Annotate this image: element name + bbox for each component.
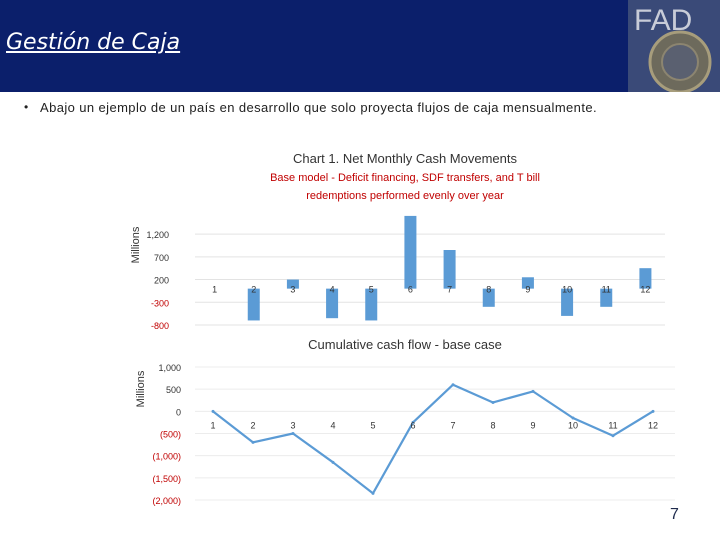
chart1-bar [600, 288, 613, 307]
chart1-ytick-label: 700 [154, 253, 169, 263]
chart2-point [491, 400, 495, 404]
chart1-subtitle-1: Base model - Deficit financing, SDF tran… [270, 172, 540, 184]
chart1-xtick-label: 7 [447, 285, 452, 295]
chart2-title: Cumulative cash flow - base case [308, 337, 502, 352]
chart1-ytick-label: 1,200 [146, 230, 169, 240]
chart1-xtick-label: 8 [486, 285, 491, 295]
chart1-xtick-label: 10 [562, 285, 572, 295]
slide-title: Gestión de Caja [6, 30, 181, 55]
chart2-ytick-label: (500) [160, 430, 181, 440]
chart1-ytick-label: -300 [151, 298, 169, 308]
chart1-subtitle-2: redemptions performed evenly over year [306, 190, 504, 202]
chart2-xtick-label: 8 [490, 420, 495, 430]
chart2-xtick-label: 9 [530, 420, 535, 430]
chart1-bar [247, 288, 260, 321]
chart2-series-line [212, 383, 654, 495]
chart1-xtick-label: 9 [525, 285, 530, 295]
chart2-xtick-label: 4 [330, 420, 335, 430]
chart2-point [331, 460, 335, 464]
chart2-ytick-label: (2,000) [152, 496, 181, 506]
chart2-ytick-label: (1,500) [152, 474, 181, 484]
chart1-xtick-label: 6 [408, 285, 413, 295]
chart1-bar [561, 288, 574, 316]
chart-figure: Chart 1. Net Monthly Cash Movements Base… [125, 145, 685, 520]
chart1-ytick-label: 200 [154, 276, 169, 286]
chart2-point [451, 383, 455, 387]
slide-header: Gestión de Caja FAD [0, 0, 720, 92]
chart2-point [371, 491, 375, 495]
chart2-point [251, 440, 255, 444]
chart2-xtick-label: 11 [608, 420, 617, 430]
chart1-bar [482, 288, 495, 307]
chart1-xtick-label: 11 [602, 285, 611, 295]
chart2-xtick-label: 3 [290, 420, 295, 430]
chart1-xtick-label: 2 [251, 285, 256, 295]
chart1-xtick-label: 1 [212, 285, 217, 295]
chart1-ylabel: Millions [130, 226, 142, 263]
page-number: 7 [670, 506, 679, 523]
chart1-bar [404, 215, 417, 289]
chart2-xtick-label: 6 [410, 420, 415, 430]
chart2-ytick-label: 0 [176, 407, 181, 417]
chart1-xtick-label: 4 [330, 285, 335, 295]
chart2-ytick-label: 500 [166, 385, 181, 395]
chart1-bar [521, 277, 534, 289]
chart1-xtick-label: 12 [640, 285, 650, 295]
chart1-bar [326, 288, 339, 319]
bullet-text: Abajo un ejemplo de un país en desarroll… [40, 100, 597, 115]
chart2-point [291, 432, 295, 435]
imf-logo: FAD [628, 0, 720, 92]
chart2-xtick-label: 12 [648, 420, 658, 430]
chart2-ylabel: Millions [135, 370, 147, 407]
chart2-point [611, 434, 615, 438]
chart1-xtick-label: 3 [290, 285, 295, 295]
chart1-ytick-label: -800 [151, 321, 169, 331]
chart2-point [411, 420, 415, 424]
chart2-xtick-label: 1 [210, 420, 215, 430]
chart1-bar [286, 279, 299, 289]
chart2-xtick-label: 2 [250, 420, 255, 430]
chart2-ytick-label: (1,000) [152, 452, 181, 462]
chart1-bar [365, 288, 378, 321]
chart2-point [211, 409, 215, 413]
chart1-title: Chart 1. Net Monthly Cash Movements [293, 151, 517, 166]
chart2-point [531, 389, 535, 393]
chart2-point [571, 416, 575, 420]
chart2-xtick-label: 7 [450, 420, 455, 430]
chart1-xtick-label: 5 [369, 285, 374, 295]
chart1-bar [639, 268, 652, 289]
chart2-point [651, 409, 655, 413]
chart2-xtick-label: 5 [370, 420, 375, 430]
chart2-xtick-label: 10 [568, 420, 578, 430]
bullet-marker: • [24, 100, 29, 114]
logo-text: FAD [634, 4, 692, 37]
chart2-ytick-label: 1,000 [158, 363, 181, 373]
chart1-bar [443, 250, 456, 289]
